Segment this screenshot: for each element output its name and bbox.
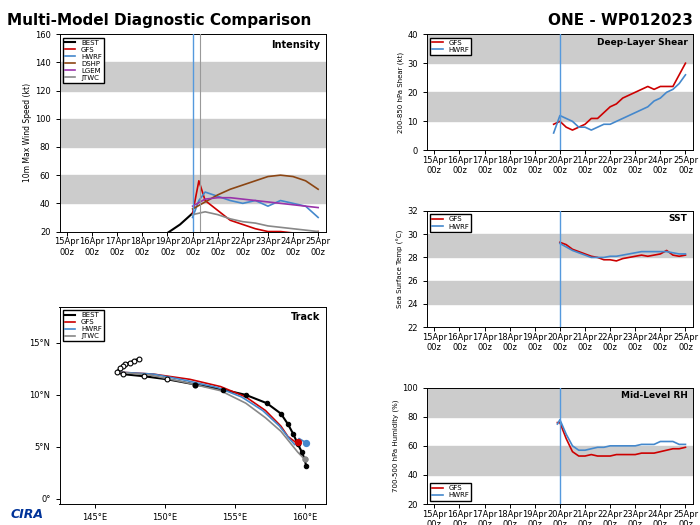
Legend: GFS, HWRF: GFS, HWRF bbox=[430, 38, 471, 55]
Point bbox=[218, 385, 229, 394]
Text: Multi-Model Diagnostic Comparison: Multi-Model Diagnostic Comparison bbox=[7, 13, 312, 28]
Y-axis label: Sea Surface Temp (°C): Sea Surface Temp (°C) bbox=[397, 230, 405, 308]
Point bbox=[261, 399, 272, 407]
Point bbox=[124, 359, 135, 367]
Legend: BEST, GFS, HWRF, DSHP, LGEM, JTWC: BEST, GFS, HWRF, DSHP, LGEM, JTWC bbox=[63, 38, 104, 83]
Point bbox=[282, 420, 293, 428]
Point bbox=[292, 439, 303, 448]
Bar bbox=[60, 175, 326, 203]
Point bbox=[190, 380, 201, 388]
Text: Intensity: Intensity bbox=[272, 40, 321, 50]
Bar bbox=[60, 62, 326, 90]
Point bbox=[292, 437, 303, 446]
Text: Deep-Layer Shear: Deep-Layer Shear bbox=[597, 38, 687, 47]
Point bbox=[299, 455, 310, 464]
Legend: GFS, HWRF: GFS, HWRF bbox=[430, 214, 471, 232]
Point bbox=[117, 370, 128, 379]
Text: SST: SST bbox=[668, 214, 687, 224]
Point bbox=[120, 360, 131, 368]
Point bbox=[296, 448, 307, 456]
Y-axis label: 700-500 hPa Humidity (%): 700-500 hPa Humidity (%) bbox=[393, 400, 399, 492]
Bar bbox=[427, 92, 693, 121]
Bar bbox=[427, 387, 693, 417]
Point bbox=[275, 410, 286, 418]
Text: Track: Track bbox=[291, 312, 321, 322]
Y-axis label: 200-850 hPa Shear (kt): 200-850 hPa Shear (kt) bbox=[398, 52, 405, 133]
Point bbox=[299, 455, 310, 464]
Bar bbox=[427, 446, 693, 475]
Point bbox=[117, 362, 128, 370]
Point bbox=[162, 375, 173, 383]
Text: ONE - WP012023: ONE - WP012023 bbox=[548, 13, 693, 28]
Bar bbox=[427, 281, 693, 304]
Bar bbox=[427, 34, 693, 63]
Legend: GFS, HWRF: GFS, HWRF bbox=[430, 484, 471, 500]
Legend: BEST, GFS, HWRF, JTWC: BEST, GFS, HWRF, JTWC bbox=[63, 310, 104, 341]
Y-axis label: 10m Max Wind Speed (kt): 10m Max Wind Speed (kt) bbox=[23, 83, 32, 182]
Point bbox=[300, 461, 312, 470]
Point bbox=[300, 438, 312, 447]
Point bbox=[111, 368, 122, 376]
Point bbox=[190, 380, 201, 388]
Point bbox=[288, 430, 299, 438]
Text: CIRA: CIRA bbox=[10, 508, 43, 521]
Point bbox=[128, 356, 139, 365]
Point bbox=[134, 354, 145, 363]
Bar bbox=[427, 234, 693, 257]
Point bbox=[240, 391, 251, 399]
Point bbox=[138, 372, 149, 381]
Text: Mid-Level RH: Mid-Level RH bbox=[621, 391, 687, 400]
Bar bbox=[60, 119, 326, 147]
Point bbox=[114, 364, 125, 372]
